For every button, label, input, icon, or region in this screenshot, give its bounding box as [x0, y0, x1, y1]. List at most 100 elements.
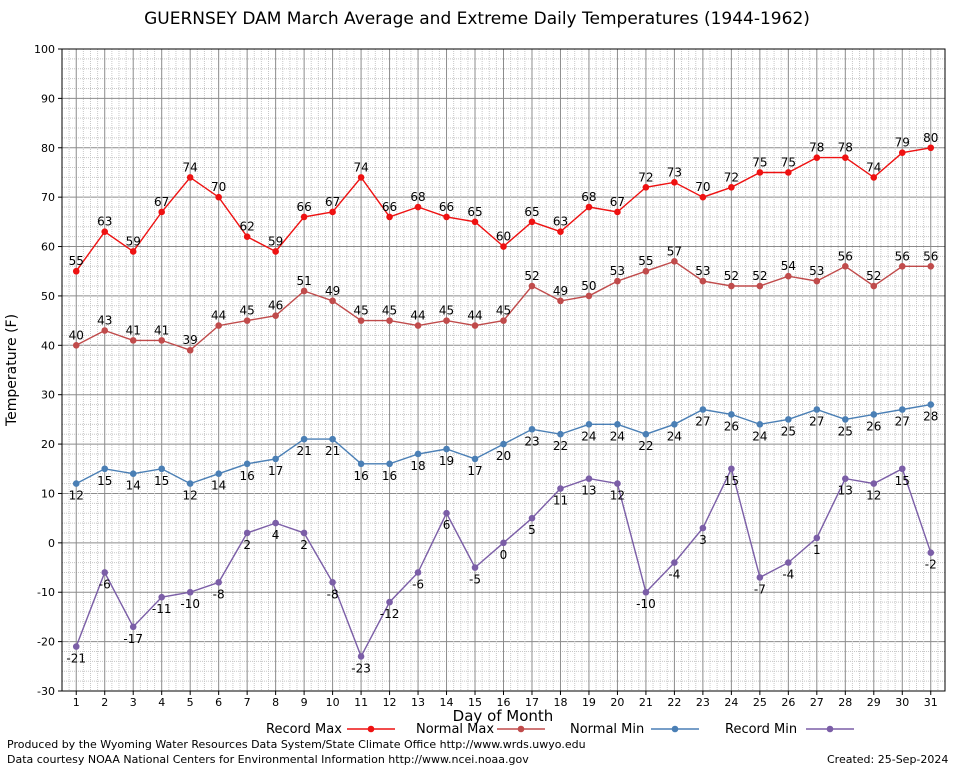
data-label: 63	[553, 215, 568, 229]
data-label: 45	[439, 304, 454, 318]
data-label: 40	[69, 328, 84, 342]
data-label: 23	[524, 434, 539, 448]
x-tick-label: 28	[838, 696, 852, 709]
data-label: 12	[183, 489, 198, 503]
data-label: 17	[467, 464, 482, 478]
data-point	[699, 193, 707, 201]
data-label: 17	[268, 464, 283, 478]
series-record-max: 55 63 59 67 74 70 62 59 66 67 74 66 68 66 65 60 65 63 68 67…	[69, 131, 938, 275]
y-tick-label: -10	[37, 586, 55, 599]
data-point	[471, 218, 479, 226]
data-label: 21	[325, 444, 340, 458]
data-label: 41	[154, 323, 169, 337]
data-point	[443, 317, 450, 324]
data-point	[158, 337, 165, 344]
data-point	[557, 430, 564, 438]
data-label: -23	[351, 661, 371, 675]
data-point	[414, 322, 422, 329]
data-point	[557, 485, 564, 492]
data-label: 70	[695, 180, 710, 194]
data-point	[728, 411, 735, 418]
data-label: 45	[496, 304, 511, 318]
x-tick-label: 10	[326, 696, 340, 709]
data-point	[642, 267, 650, 275]
data-point	[528, 425, 536, 433]
data-label: 74	[183, 160, 198, 174]
data-label: 2	[243, 538, 251, 552]
y-tick-label: 50	[41, 290, 55, 303]
y-tick-label: 10	[41, 487, 55, 500]
x-tick-label: 22	[667, 696, 681, 709]
data-label: -5	[469, 573, 481, 587]
data-point	[186, 346, 194, 354]
data-label: 45	[240, 304, 255, 318]
x-axis-label: Day of Month	[452, 707, 554, 725]
data-point	[101, 228, 109, 236]
data-point	[671, 179, 678, 186]
data-point	[129, 248, 137, 255]
x-tick-label: 13	[411, 696, 425, 709]
data-label: 55	[69, 254, 84, 268]
data-label: 56	[923, 249, 938, 263]
data-point	[898, 149, 906, 157]
legend-label: Record Max	[266, 722, 342, 737]
x-tick-label: 25	[753, 696, 767, 709]
x-tick-label: 4	[158, 696, 165, 709]
data-label: 13	[581, 484, 596, 498]
data-point	[785, 416, 792, 423]
credit-produced-by: Produced by the Wyoming Water Resources …	[7, 738, 586, 751]
data-point	[870, 174, 878, 181]
data-point	[671, 421, 678, 428]
chart-title: GUERNSEY DAM March Average and Extreme D…	[144, 9, 810, 29]
data-point	[443, 445, 450, 453]
x-tick-label: 2	[101, 696, 108, 709]
data-point	[500, 440, 507, 448]
data-point	[158, 465, 165, 473]
data-point	[500, 243, 507, 250]
x-tick-label: 31	[924, 696, 938, 709]
x-tick-label: 3	[130, 696, 137, 709]
data-point	[728, 465, 735, 473]
data-label: 52	[724, 269, 739, 283]
series-normal-max: 40 43 41 41 39 44 45 46 51 49 45 45 44 45 44 45 52 49 50 53…	[69, 244, 938, 354]
data-point	[585, 292, 593, 300]
data-point	[585, 203, 593, 211]
x-tick-label: 7	[244, 696, 251, 709]
data-label: 52	[866, 269, 881, 283]
data-label: 13	[838, 484, 853, 498]
data-label: 24	[667, 429, 682, 443]
data-label: -10	[636, 597, 656, 611]
data-point	[500, 539, 507, 547]
data-point	[528, 218, 536, 226]
x-tick-label: 29	[867, 696, 881, 709]
legend: Record Max Normal Max Normal Min Record Min	[266, 722, 854, 737]
y-tick-label: 80	[41, 142, 55, 155]
data-point	[357, 653, 365, 660]
data-label: 26	[866, 419, 881, 433]
data-label: 78	[838, 141, 853, 155]
y-tick-label: 0	[48, 537, 55, 550]
data-label: 4	[272, 528, 280, 542]
data-point	[842, 416, 849, 423]
data-label: -17	[123, 632, 143, 646]
x-tick-label: 26	[781, 696, 795, 709]
x-tick-label: 20	[610, 696, 624, 709]
data-point	[471, 322, 479, 329]
data-point	[614, 421, 621, 428]
data-label: 16	[353, 469, 368, 483]
data-point	[528, 282, 536, 290]
x-tick-label: 5	[187, 696, 194, 709]
data-point	[300, 213, 308, 221]
data-label: 75	[781, 155, 796, 169]
data-point	[386, 598, 393, 606]
data-label: 68	[581, 190, 596, 204]
data-label: 3	[699, 533, 707, 547]
data-label: 14	[211, 479, 226, 493]
data-label: 12	[610, 489, 625, 503]
data-label: 16	[240, 469, 255, 483]
data-label: -11	[152, 602, 172, 616]
data-point	[756, 421, 764, 428]
data-point	[186, 480, 194, 487]
data-label: -6	[412, 577, 424, 591]
